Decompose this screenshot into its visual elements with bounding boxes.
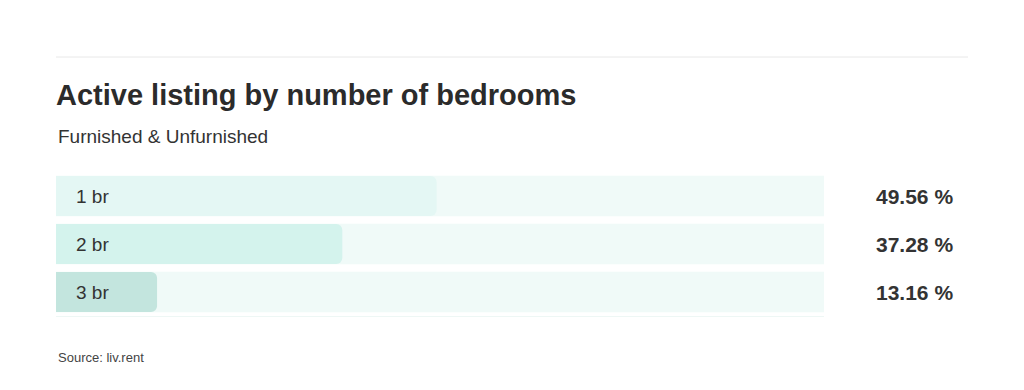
svg-text:1 br: 1 br [76, 186, 109, 207]
svg-text:3 br: 3 br [76, 282, 109, 303]
svg-text:Source: liv.rent: Source: liv.rent [58, 350, 144, 365]
svg-text:2 br: 2 br [76, 234, 109, 255]
svg-text:Active listing by number of be: Active listing by number of bedrooms [56, 79, 576, 111]
svg-text:49.56 %: 49.56 % [876, 185, 953, 208]
svg-text:37.28 %: 37.28 % [876, 233, 953, 256]
svg-text:13.16 %: 13.16 % [876, 281, 953, 304]
svg-text:Furnished & Unfurnished: Furnished & Unfurnished [58, 126, 268, 147]
